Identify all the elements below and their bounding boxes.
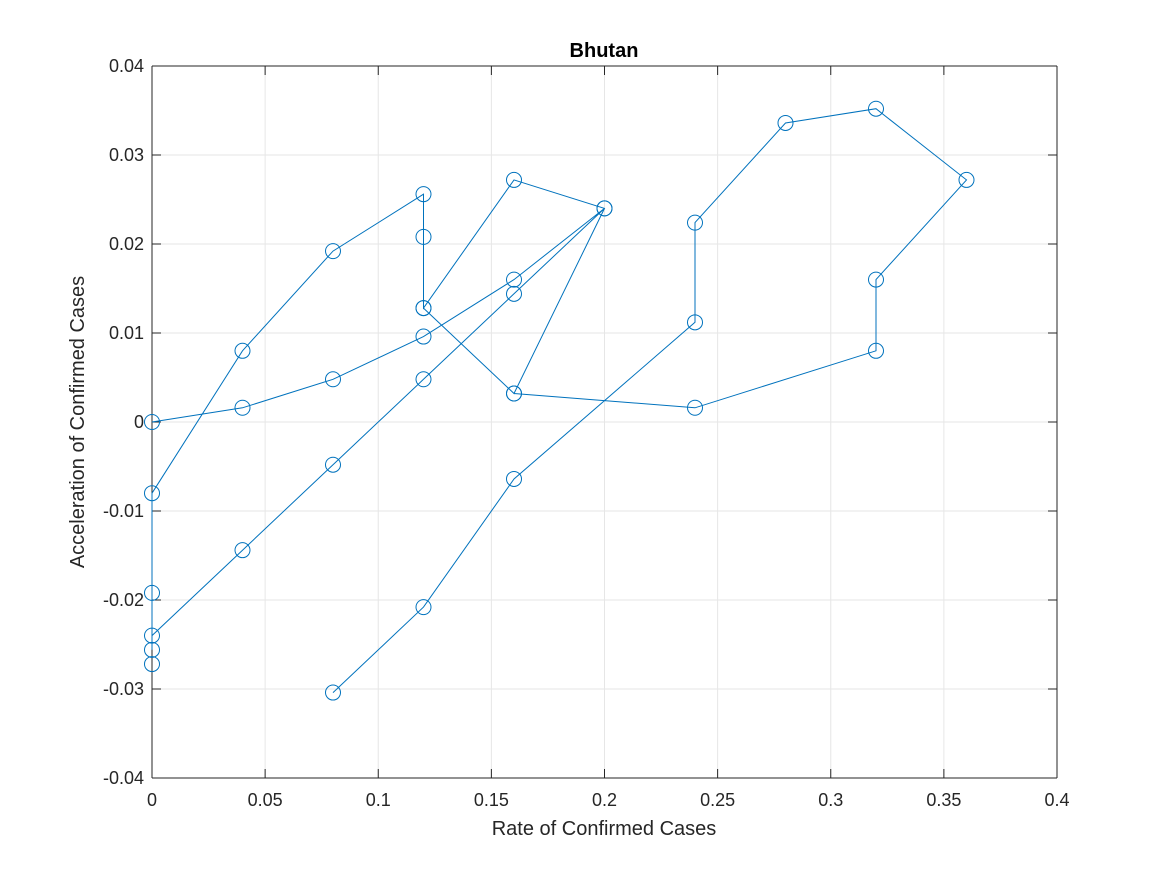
x-tick-label: 0.25 [700,790,735,810]
data-point [506,385,522,402]
data-point [868,271,884,288]
data-point [415,300,432,317]
data-point [325,684,341,701]
x-tick-label: 0.4 [1044,790,1069,810]
chart-title: Bhutan [570,40,639,62]
y-tick-label: 0.04 [109,56,144,76]
data-point [777,114,794,131]
y-tick-label: 0.03 [109,145,144,165]
x-tick-label: 0.3 [818,790,843,810]
data-point [958,171,975,188]
data-point [868,100,884,117]
y-tick-label: 0.01 [109,323,144,343]
x-tick-label: 0 [147,790,157,810]
y-axis-label: Acceleration of Confirmed Cases [67,276,89,568]
y-tick-label: -0.01 [103,501,144,521]
data-point [415,186,432,203]
data-point [687,399,703,416]
data-point [506,171,522,188]
data-point [234,542,251,559]
data-point [144,414,160,430]
data-point [868,342,884,359]
data-point [415,371,432,388]
x-axis-label: Rate of Confirmed Cases [492,818,717,840]
grid [152,66,1057,778]
data-point [415,599,432,616]
data-point [144,641,160,658]
data-point [144,656,160,673]
series [144,100,975,701]
data-point [144,584,160,601]
data-point [596,200,613,217]
x-tick-label: 0.35 [926,790,961,810]
data-point [234,399,251,416]
data-point [234,342,251,359]
data-point [506,470,522,487]
x-tick-label: 0.2 [592,790,617,810]
data-point [144,485,160,502]
x-tick-label: 0.15 [474,790,509,810]
data-point [506,271,522,288]
data-point [506,285,522,302]
data-point [144,627,160,644]
data-point [415,328,432,345]
data-point [415,228,432,245]
x-tick-label: 0.05 [248,790,283,810]
series-line [151,108,968,693]
y-tick-label: 0 [134,412,144,432]
y-tick-label: -0.03 [103,679,144,699]
data-point [687,314,703,331]
x-tick-label: 0.1 [366,790,391,810]
y-tick-label: -0.02 [103,590,144,610]
data-point [325,456,341,473]
tick-labels: 0 0.05 0.1 0.15 0.2 0.25 0.3 0.35 0.4 -0.04 -0.03 -… [103,56,1070,810]
data-point [687,214,703,231]
y-tick-label: 0.02 [109,234,144,254]
data-point [325,371,341,388]
data-point [325,243,341,260]
y-tick-label: -0.04 [103,768,144,788]
